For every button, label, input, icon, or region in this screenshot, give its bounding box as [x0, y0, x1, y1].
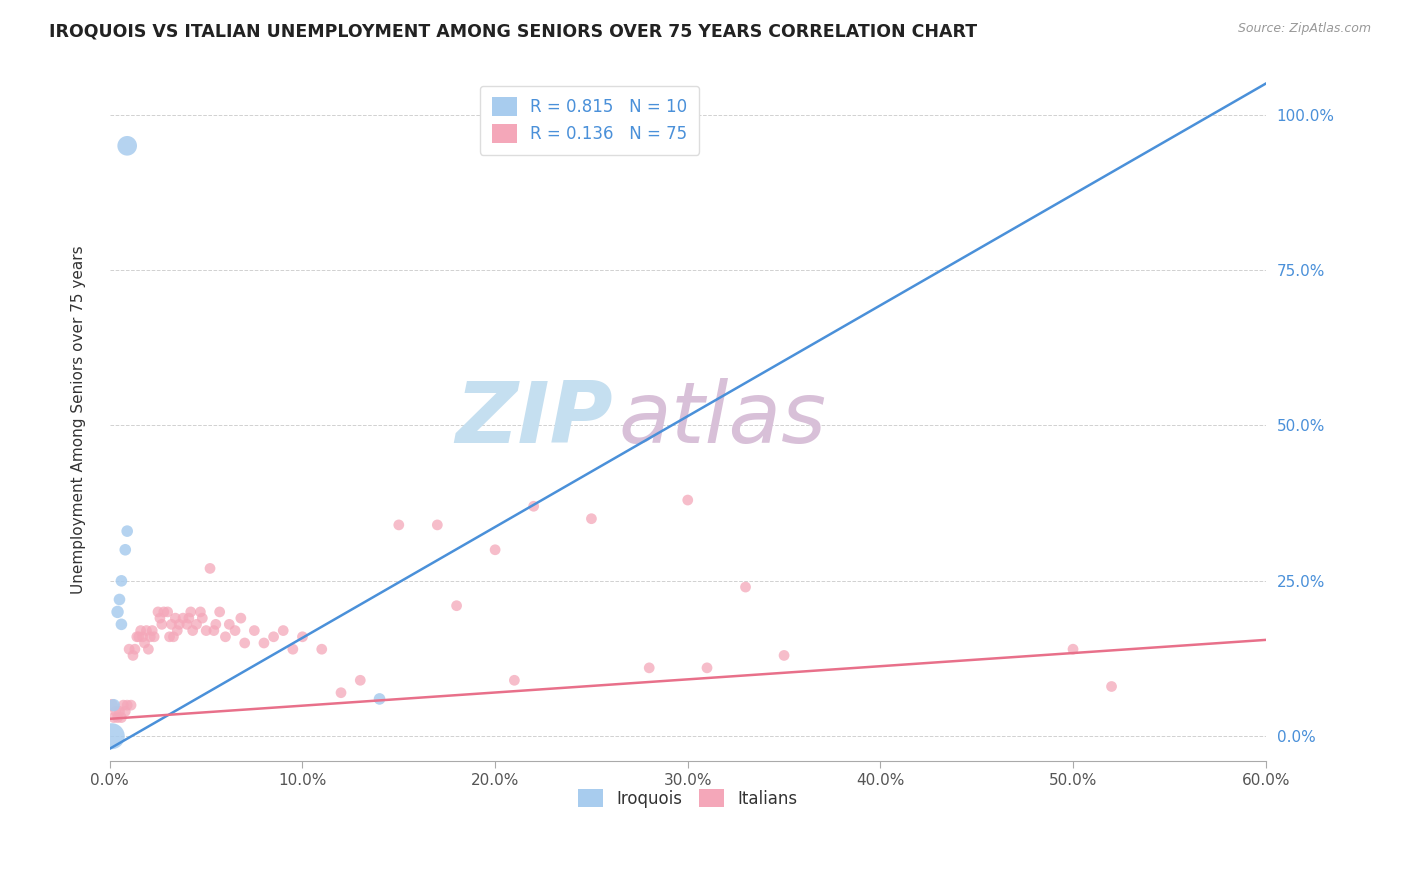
Point — [115, 698, 138, 713]
Point — [523, 500, 546, 514]
Point — [115, 524, 138, 538]
Point — [202, 624, 225, 638]
Point — [101, 729, 124, 743]
Point — [177, 611, 200, 625]
Point — [696, 661, 718, 675]
Point — [138, 642, 160, 657]
Point — [134, 636, 156, 650]
Point — [214, 630, 236, 644]
Point — [271, 624, 294, 638]
Point — [291, 630, 314, 644]
Point — [110, 617, 132, 632]
Text: ZIP: ZIP — [456, 377, 613, 461]
Point — [141, 624, 163, 638]
Point — [426, 517, 449, 532]
Point — [281, 642, 304, 657]
Point — [131, 630, 153, 644]
Point — [253, 636, 276, 650]
Point — [1101, 680, 1123, 694]
Point — [112, 698, 135, 713]
Point — [676, 493, 699, 508]
Point — [204, 617, 226, 632]
Point — [135, 624, 157, 638]
Point — [581, 511, 603, 525]
Point — [166, 624, 188, 638]
Point — [734, 580, 756, 594]
Point — [139, 630, 162, 644]
Point — [143, 630, 166, 644]
Point — [107, 710, 129, 724]
Text: IROQUOIS VS ITALIAN UNEMPLOYMENT AMONG SENIORS OVER 75 YEARS CORRELATION CHART: IROQUOIS VS ITALIAN UNEMPLOYMENT AMONG S… — [49, 22, 977, 40]
Point — [110, 710, 132, 724]
Point — [160, 617, 183, 632]
Point — [195, 624, 218, 638]
Point — [263, 630, 285, 644]
Point — [107, 605, 129, 619]
Point — [243, 624, 266, 638]
Point — [129, 624, 152, 638]
Point — [186, 617, 208, 632]
Point — [150, 617, 173, 632]
Point — [180, 605, 202, 619]
Point — [208, 605, 231, 619]
Point — [172, 611, 194, 625]
Point — [156, 605, 179, 619]
Point — [110, 574, 132, 588]
Point — [224, 624, 246, 638]
Point — [190, 605, 212, 619]
Point — [311, 642, 333, 657]
Point — [149, 611, 172, 625]
Text: atlas: atlas — [619, 377, 827, 461]
Point — [446, 599, 468, 613]
Point — [176, 617, 198, 632]
Point — [233, 636, 256, 650]
Point — [114, 704, 136, 718]
Point — [349, 673, 371, 688]
Point — [162, 630, 184, 644]
Point — [115, 138, 138, 153]
Point — [191, 611, 214, 625]
Point — [104, 704, 127, 718]
Point — [120, 698, 142, 713]
Point — [229, 611, 252, 625]
Point — [146, 605, 169, 619]
Point — [218, 617, 240, 632]
Point — [118, 642, 141, 657]
Point — [114, 542, 136, 557]
Point — [773, 648, 796, 663]
Legend: Iroquois, Italians: Iroquois, Italians — [571, 782, 804, 814]
Point — [159, 630, 181, 644]
Point — [103, 698, 125, 713]
Point — [1062, 642, 1084, 657]
Point — [503, 673, 526, 688]
Point — [152, 605, 174, 619]
Point — [122, 648, 145, 663]
Text: Source: ZipAtlas.com: Source: ZipAtlas.com — [1237, 22, 1371, 36]
Y-axis label: Unemployment Among Seniors over 75 years: Unemployment Among Seniors over 75 years — [72, 245, 86, 593]
Point — [124, 642, 146, 657]
Point — [128, 630, 150, 644]
Point — [108, 704, 131, 718]
Point — [101, 698, 124, 713]
Point — [388, 517, 411, 532]
Point — [125, 630, 148, 644]
Point — [330, 686, 353, 700]
Point — [103, 710, 125, 724]
Point — [198, 561, 221, 575]
Point — [167, 617, 190, 632]
Point — [484, 542, 506, 557]
Point — [638, 661, 661, 675]
Point — [108, 592, 131, 607]
Point — [368, 692, 391, 706]
Point — [181, 624, 204, 638]
Point — [165, 611, 187, 625]
